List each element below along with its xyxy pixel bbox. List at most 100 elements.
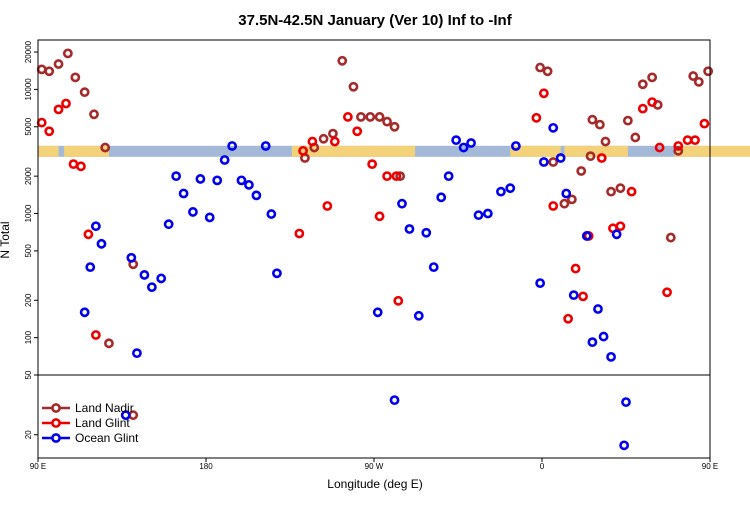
land-glint-point: [531, 112, 542, 123]
ocean-glint-point: [458, 142, 469, 153]
ocean-glint-point: [428, 262, 439, 273]
ocean-glint-point: [139, 270, 150, 280]
map-band-land: [510, 145, 561, 157]
land-glint-point: [83, 229, 94, 240]
x-tick-label: 90 E: [702, 462, 718, 471]
ocean-glint-point: [132, 348, 142, 359]
ocean-glint-point: [272, 268, 282, 279]
land-glint-point: [570, 263, 581, 274]
land-glint-point: [690, 135, 700, 146]
ocean-glint-point: [443, 171, 454, 182]
ocean-glint-point: [535, 278, 546, 289]
ocean-glint-point: [146, 282, 157, 293]
x-tick-label: 180: [199, 462, 213, 471]
ocean-glint-point: [236, 175, 247, 186]
x-axis-label: Longitude (deg E): [327, 477, 422, 491]
y-tick-label: 50: [24, 370, 33, 379]
land-nadir-point: [559, 198, 570, 209]
y-tick-label: 1000: [24, 204, 33, 222]
ocean-glint-point: [120, 410, 131, 421]
land-nadir-point: [600, 136, 611, 147]
land-glint-point: [596, 153, 607, 163]
land-glint-point: [654, 142, 665, 153]
ocean-glint-point: [621, 397, 631, 407]
land-glint-point: [578, 291, 588, 302]
land-nadir-point: [79, 87, 90, 98]
ocean-glint-point: [397, 198, 407, 209]
ocean-glint-point: [451, 135, 462, 146]
ocean-glint-point: [251, 190, 262, 201]
land-glint-point: [374, 211, 385, 222]
land-glint-point: [294, 228, 305, 239]
land-glint-point: [76, 161, 86, 172]
ocean-glint-point: [413, 310, 424, 321]
ocean-glint-point: [266, 209, 277, 219]
y-axis-ticks: 50 100 200 500 1000 2000 5000 10000 20000 20: [24, 40, 38, 439]
ocean-glint-point: [510, 141, 521, 151]
land-glint-point: [626, 186, 637, 197]
land-nadir-point: [585, 151, 596, 162]
x-tick-label: 0: [540, 462, 545, 471]
y-axis-label: N Total: [0, 221, 12, 258]
land-glint-point: [647, 97, 658, 107]
ocean-glint-point: [593, 304, 603, 314]
ocean-glint-point: [482, 208, 493, 219]
x-axis-ticks: 90 E 180 90 W 0 90 E: [30, 458, 718, 471]
land-glint-point: [53, 104, 64, 115]
ocean-glint-point: [227, 141, 238, 151]
land-nadir-point: [389, 121, 400, 132]
land-nadir-point: [36, 64, 47, 75]
land-nadir-point: [542, 66, 553, 77]
ocean-glint-point: [555, 153, 566, 163]
map-band-land: [64, 145, 109, 157]
land-nadir-point: [693, 76, 704, 87]
ocean-glint-point: [538, 157, 549, 167]
land-glint-point: [367, 159, 378, 170]
ocean-glint-point: [496, 186, 506, 197]
land-nadir-point: [630, 132, 641, 143]
land-glint-point: [391, 171, 402, 182]
land-glint-point: [682, 135, 693, 146]
ocean-glint-point: [171, 171, 182, 182]
ocean-glint-point: [260, 141, 271, 151]
land-nadir-point: [395, 171, 406, 182]
ocean-glint-point: [598, 331, 609, 342]
land-glint-point: [352, 126, 363, 137]
land-glint-point: [298, 145, 308, 156]
ocean-glint-point: [505, 183, 516, 194]
ocean-glint-point: [372, 307, 383, 318]
land-glint-point: [393, 295, 404, 306]
land-glint-point: [382, 171, 392, 182]
ocean-glint-point: [561, 188, 572, 199]
ocean-glint-point: [204, 212, 215, 223]
legend-label-ocean-glint: Ocean Glint: [75, 431, 139, 445]
land-glint-point: [699, 118, 710, 129]
map-band-land: [38, 145, 59, 157]
land-nadir-point: [647, 72, 658, 83]
ocean-glint-point: [79, 307, 90, 318]
ocean-glint-point: [212, 175, 223, 186]
y-tick-label: 10000: [24, 78, 33, 101]
land-nadir-point: [318, 133, 329, 144]
legend-marker-land-nadir: [51, 403, 61, 413]
land-glint-point: [673, 141, 684, 151]
x-tick-label: 90 E: [30, 462, 46, 471]
land-nadir-point: [62, 48, 73, 59]
land-glint-point: [44, 126, 55, 137]
land-nadir-point: [337, 55, 348, 66]
land-glint-point: [342, 112, 353, 122]
ocean-glint-point: [85, 262, 96, 273]
land-nadir-point: [89, 109, 99, 120]
land-glint-point: [662, 287, 672, 298]
ocean-glint-point: [568, 290, 579, 301]
land-glint-point: [563, 313, 574, 324]
ocean-glint-point: [188, 207, 198, 217]
y-tick-label: 100: [24, 330, 33, 344]
land-nadir-point: [665, 232, 676, 243]
land-nadir-point: [535, 62, 546, 73]
map-band-land: [564, 145, 628, 157]
land-nadir-point: [637, 79, 648, 90]
land-nadir-point: [100, 142, 111, 153]
